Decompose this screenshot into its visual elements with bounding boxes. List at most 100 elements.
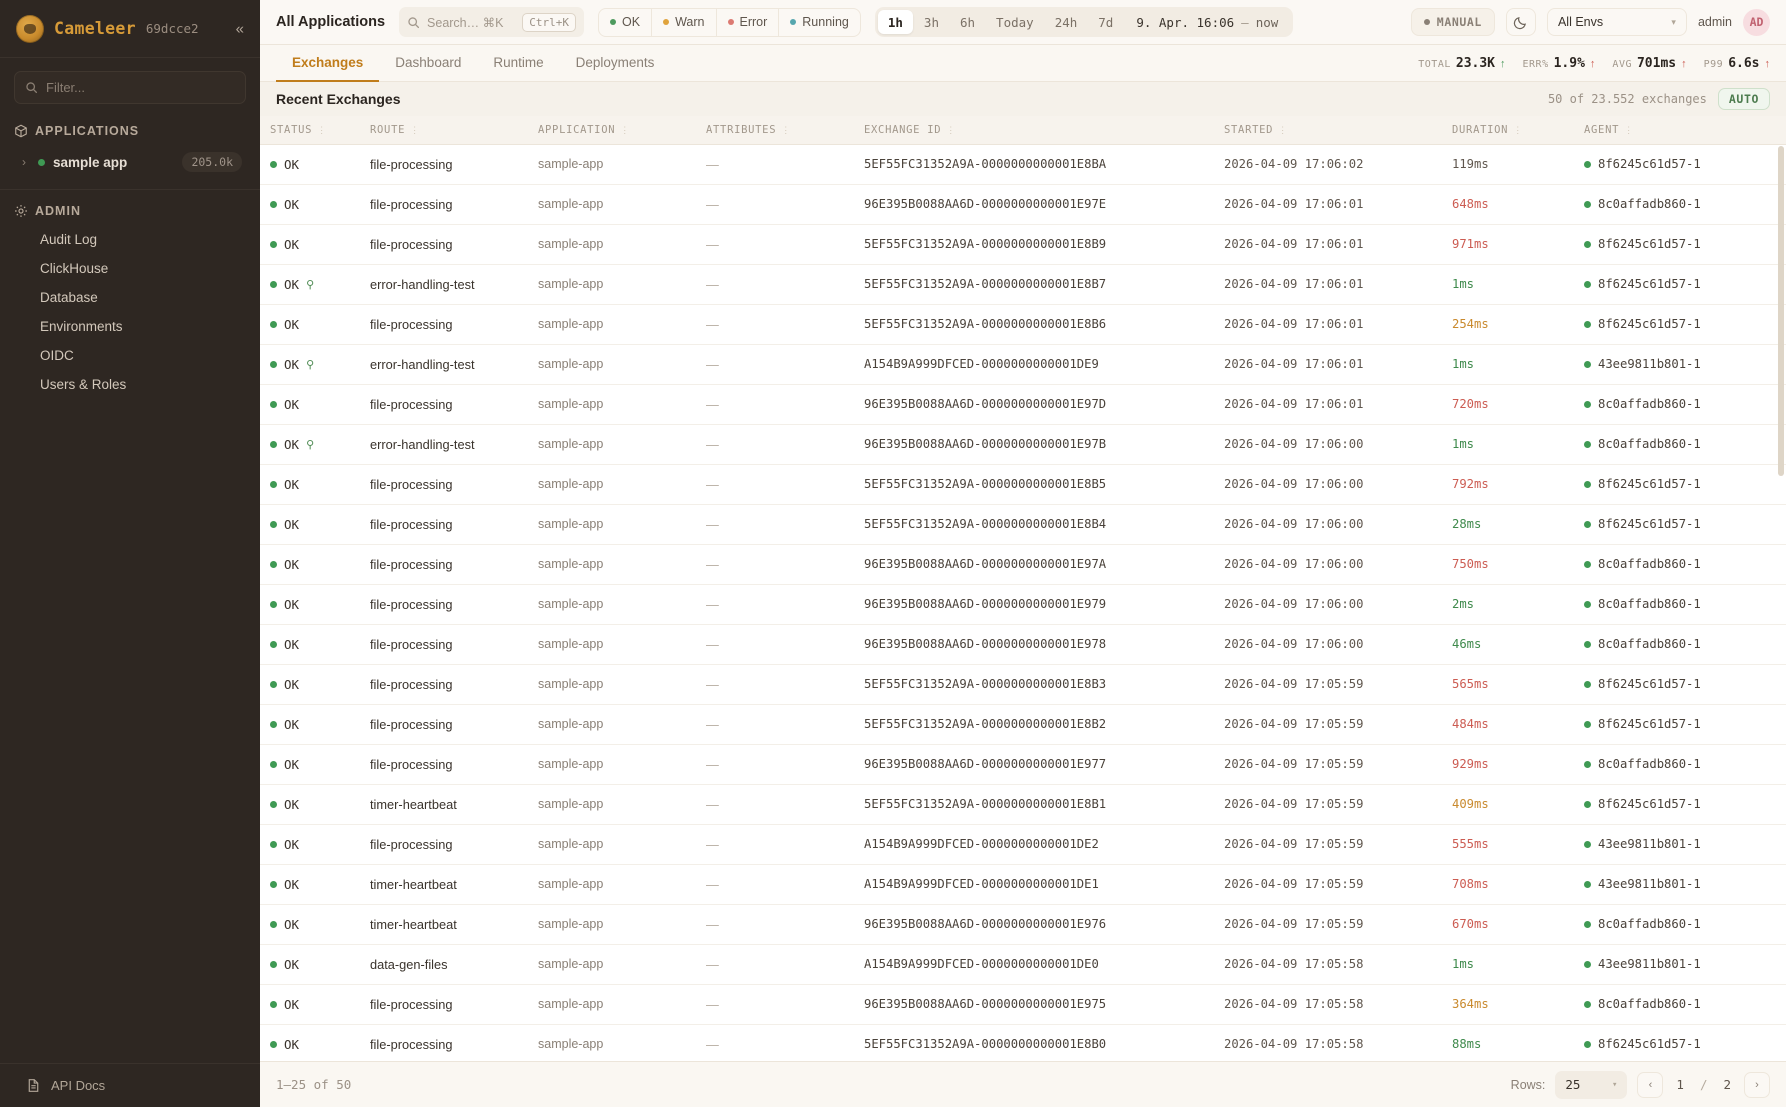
time-range-3h[interactable]: 3h: [923, 14, 939, 30]
environment-select[interactable]: All Envs ▾: [1546, 8, 1687, 36]
status-label: OK: [284, 836, 300, 852]
status-filter-running[interactable]: Running: [779, 9, 860, 36]
table-row[interactable]: OK file-processing sample-app — 5EF55FC31352…: [260, 144, 1786, 184]
column-header-route[interactable]: ROUTE ⋮: [360, 116, 528, 145]
rows-per-page-select[interactable]: 25 ▾: [1555, 1070, 1628, 1099]
table-row[interactable]: OK file-processing sample-app — 96E395B0088A…: [260, 184, 1786, 224]
table-row[interactable]: OK timer-heartbeat sample-app — 5EF55FC31352…: [260, 784, 1786, 824]
column-header-application[interactable]: APPLICATION ⋮: [528, 116, 696, 145]
search-input[interactable]: Search… ⌘K Ctrl+K: [399, 7, 585, 37]
table-row[interactable]: OK ⚲ error-handling-test sample-app — 5EF55FC…: [260, 264, 1786, 304]
table-row[interactable]: OK file-processing sample-app — 5EF55FC31352…: [260, 704, 1786, 744]
table-row[interactable]: OK ⚲ error-handling-test sample-app — 96E395B…: [260, 424, 1786, 464]
search-icon: [26, 82, 38, 94]
column-header-status[interactable]: STATUS ⋮: [260, 116, 360, 145]
agent-label: 8f6245c61d57-1: [1598, 797, 1701, 811]
status-dot-ok: [270, 680, 277, 688]
tab-exchanges[interactable]: Exchanges: [276, 45, 380, 82]
table-row[interactable]: OK data-gen-files sample-app — A154B9A999DFC…: [260, 944, 1786, 984]
chevron-down-icon: ▾: [1671, 16, 1676, 27]
sidebar-item-api-docs[interactable]: API Docs: [0, 1063, 260, 1107]
table-row[interactable]: OK file-processing sample-app — 96E395B0088A…: [260, 544, 1786, 584]
table-row[interactable]: OK file-processing sample-app — 96E395B0088A…: [260, 984, 1786, 1024]
table-row[interactable]: OK file-processing sample-app — 5EF55FC31352…: [260, 504, 1786, 544]
table-row[interactable]: OK ⚲ error-handling-test sample-app — A154B9A…: [260, 344, 1786, 384]
table-row[interactable]: OK timer-heartbeat sample-app — A154B9A999DF…: [260, 864, 1786, 904]
table-row[interactable]: OK file-processing sample-app — 5EF55FC31352…: [260, 464, 1786, 504]
chevrons-left-icon[interactable]: «: [235, 20, 244, 37]
prev-page-button[interactable]: ‹: [1637, 1071, 1664, 1098]
table-row[interactable]: OK file-processing sample-app — 5EF55FC31352…: [260, 224, 1786, 264]
sidebar-item-audit-log[interactable]: Audit Log: [40, 232, 98, 247]
cell-exchange-id: 96E395B0088AA6D-0000000000001E97B: [864, 437, 1107, 451]
agent-label: 8f6245c61d57-1: [1598, 477, 1701, 491]
tab-deployments[interactable]: Deployments: [575, 55, 655, 70]
column-header-agent[interactable]: AGENT ⋮: [1574, 116, 1786, 145]
status-label: OK: [284, 436, 300, 452]
status-filter-warn[interactable]: Warn: [652, 8, 717, 36]
time-range-today[interactable]: Today: [996, 14, 1034, 30]
table-row[interactable]: OK file-processing sample-app — 96E395B0088A…: [260, 384, 1786, 424]
tab-dashboard[interactable]: Dashboard: [395, 55, 462, 70]
metric-value: 6.6s: [1728, 55, 1760, 71]
table-row[interactable]: OK file-processing sample-app — 5EF55FC31352…: [260, 304, 1786, 344]
next-page-button[interactable]: ›: [1744, 1071, 1770, 1098]
sidebar-item-clickhouse[interactable]: ClickHouse: [40, 261, 109, 276]
cell-status: OK: [260, 504, 360, 544]
refresh-mode-manual-button[interactable]: MANUAL: [1410, 8, 1495, 36]
column-header-started[interactable]: STARTED ⋮: [1214, 116, 1442, 145]
sidebar-section-label: ADMIN: [35, 204, 81, 218]
vertical-scrollbar[interactable]: [1778, 146, 1784, 476]
time-range-24h[interactable]: 24h: [1054, 14, 1078, 30]
cell-started: 2026-04-09 17:06:02: [1224, 157, 1364, 171]
status-dot-ok: [270, 640, 277, 648]
table-row[interactable]: OK file-processing sample-app — 5EF55FC31352…: [260, 1024, 1786, 1061]
status-filter-ok[interactable]: OK: [599, 8, 653, 36]
status-filter-label: Warn: [675, 15, 705, 29]
sidebar-item-users-roles[interactable]: Users & Roles: [40, 377, 127, 392]
table-row[interactable]: OK timer-heartbeat sample-app — 96E395B0088A…: [260, 904, 1786, 944]
cell-duration: 792ms: [1452, 477, 1489, 491]
time-range-6h[interactable]: 6h: [959, 14, 976, 30]
theme-toggle-button[interactable]: [1505, 8, 1536, 36]
cell-duration: 88ms: [1452, 1037, 1482, 1051]
cell-attributes: —: [706, 396, 719, 412]
table-row[interactable]: OK file-processing sample-app — 96E395B0088A…: [260, 744, 1786, 784]
time-range-to: now: [1255, 14, 1279, 30]
agent-label: 8c0affadb860-1: [1598, 197, 1701, 211]
sidebar-item-database[interactable]: Database: [40, 290, 98, 305]
table-row[interactable]: OK file-processing sample-app — 5EF55FC31352…: [260, 664, 1786, 704]
cell-application: sample-app: [538, 397, 604, 411]
cell-exchange-id: 96E395B0088AA6D-0000000000001E978: [864, 637, 1107, 651]
cell-agent: 8f6245c61d57-1: [1574, 264, 1786, 304]
metrics-summary: TOTAL 23.3K ↑ ERR% 1.9% ↑ AVG 701ms ↑ P9…: [1418, 45, 1770, 81]
sidebar: Cameleer 69dcce2 « APPLICATIONS › sample…: [0, 0, 260, 1107]
table-row[interactable]: OK file-processing sample-app — 96E395B0088A…: [260, 584, 1786, 624]
sort-icon: ⋮: [317, 125, 327, 136]
column-header-duration[interactable]: DURATION ⋮: [1442, 116, 1574, 145]
time-range-1h[interactable]: 1h: [877, 10, 913, 34]
status-dot-ok: [270, 520, 277, 528]
chevron-right-icon[interactable]: ›: [22, 155, 26, 169]
sidebar-item-sample-app[interactable]: › sample app 205.0k: [10, 146, 250, 178]
sidebar-app-label: sample app: [53, 154, 128, 170]
sidebar-filter[interactable]: [14, 71, 246, 104]
table-row[interactable]: OK file-processing sample-app — 96E395B0088A…: [260, 624, 1786, 664]
status-filter-error[interactable]: Error: [717, 8, 780, 36]
sort-icon: ⋮: [410, 125, 420, 136]
table-row[interactable]: OK file-processing sample-app — A154B9A999DF…: [260, 824, 1786, 864]
cell-agent: 8f6245c61d57-1: [1574, 304, 1786, 344]
cell-application: sample-app: [538, 557, 604, 571]
auto-refresh-button[interactable]: AUTO: [1717, 88, 1770, 110]
time-range-custom[interactable]: 9. Apr. 16:06 — now: [1124, 10, 1290, 34]
sidebar-item-oidc[interactable]: OIDC: [40, 348, 74, 363]
agent-label: 8c0affadb860-1: [1598, 637, 1701, 651]
column-header-attributes[interactable]: ATTRIBUTES ⋮: [696, 116, 854, 145]
sidebar-item-environments[interactable]: Environments: [40, 319, 123, 334]
column-header-exchange-id[interactable]: EXCHANGE ID ⋮: [854, 116, 1214, 145]
tab-runtime[interactable]: Runtime: [493, 55, 544, 70]
time-range-7d[interactable]: 7d: [1098, 14, 1114, 30]
status-filter-label: Error: [739, 15, 768, 29]
sidebar-filter-input[interactable]: [46, 80, 235, 95]
avatar[interactable]: AD: [1743, 8, 1770, 36]
